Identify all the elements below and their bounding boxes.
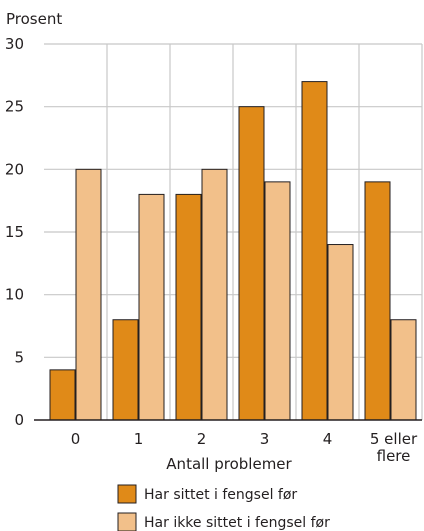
legend-label-har-sittet: Har sittet i fengsel før	[144, 487, 297, 503]
bar-har-sittet	[238, 106, 265, 421]
x-tick-label: 0	[71, 430, 81, 448]
bar-har-ikke-sittet	[327, 244, 354, 421]
legend-label-har-ikke-sittet: Har ikke sittet i fengsel før	[144, 515, 330, 531]
x-tick-label: 1	[134, 430, 144, 448]
legend-swatch-har-ikke-sittet	[117, 512, 137, 531]
x-tick-label: 2	[197, 430, 207, 448]
bar-har-ikke-sittet	[264, 181, 291, 421]
x-tick-label: 4	[323, 430, 333, 448]
bar-har-ikke-sittet	[138, 193, 165, 421]
bar-har-ikke-sittet	[201, 168, 228, 421]
bar-har-sittet	[364, 181, 391, 421]
bars	[49, 81, 417, 421]
x-tick-label: 5 eller flere	[370, 430, 418, 465]
y-tick-label: 25	[5, 98, 24, 116]
axes: 0 5 10 15 20 25 30 0 1 2 3 4 5 eller flere	[5, 35, 422, 465]
legend: Har sittet i fengsel før Har ikke sittet …	[117, 484, 330, 531]
gridlines	[44, 43, 423, 420]
bar-har-sittet	[175, 193, 202, 421]
x-axis-title: Antall problemer	[166, 455, 292, 473]
legend-swatch-har-sittet	[117, 484, 137, 504]
y-axis-title: Prosent	[6, 10, 62, 28]
y-tick-label: 30	[5, 35, 24, 53]
bar-har-sittet	[301, 81, 328, 421]
bar-har-ikke-sittet	[390, 319, 417, 421]
bar-har-sittet	[49, 369, 76, 421]
x-tick-label: 3	[260, 430, 270, 448]
y-tick-label: 20	[5, 160, 24, 178]
y-tick-label: 10	[5, 286, 24, 304]
bar-har-sittet	[112, 319, 139, 421]
y-tick-label: 15	[5, 223, 24, 241]
y-tick-label: 5	[14, 348, 24, 366]
y-tick-label: 0	[14, 411, 24, 429]
bar-har-ikke-sittet	[75, 168, 102, 421]
